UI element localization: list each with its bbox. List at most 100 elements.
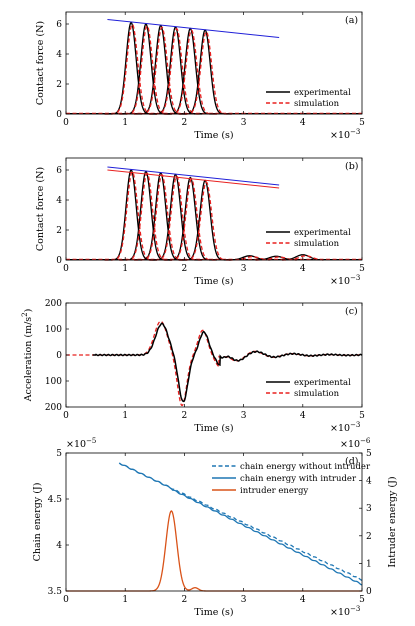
panel-c-x-axis-label: Time (s) bbox=[194, 423, 233, 434]
panel-a-x-exponent: ×10−3 bbox=[330, 128, 360, 141]
experimental-acceleration-line bbox=[92, 322, 363, 403]
y-tick-label: 6 bbox=[56, 166, 62, 176]
x-tick-label: 3 bbox=[241, 264, 247, 274]
panel-d-right-exponent: ×10−6 bbox=[340, 437, 371, 450]
panel-a-legend-experimental: experimental bbox=[294, 88, 351, 98]
panel-c-y-axis-label: Acceleration (m/s2) bbox=[21, 309, 34, 403]
y-tick-label: 100 bbox=[45, 377, 62, 387]
panel-a-y-axis-label: Contact force (N) bbox=[35, 21, 46, 105]
panel-b-legend-experimental: experimental bbox=[294, 228, 351, 238]
x-tick-label: 5 bbox=[359, 595, 365, 605]
y-tick-label: 2 bbox=[56, 80, 62, 90]
experimental-pulse-3 bbox=[134, 24, 188, 115]
panel-d-x-exponent: ×10−3 bbox=[330, 605, 360, 618]
chain-energy-with-intruder-line bbox=[118, 462, 363, 586]
panel-c-legend-experimental: experimental bbox=[294, 378, 351, 388]
y-tick-label: 0 bbox=[366, 587, 372, 597]
panel-b-label: (b) bbox=[345, 161, 359, 172]
panel-a: 0 1 2 3 4 5 0 2 4 6 (a) Time (s) Contact force (… bbox=[35, 11, 365, 141]
x-tick-label: 4 bbox=[300, 264, 306, 274]
panel-b: 0 1 2 3 4 5 0 2 4 6 (b) Time (s) Contact force (… bbox=[35, 157, 365, 287]
x-tick-label: 4 bbox=[300, 595, 306, 605]
x-tick-label: 0 bbox=[63, 118, 69, 128]
y-tick-label: 3.5 bbox=[48, 587, 63, 597]
y-tick-label: 0 bbox=[56, 351, 62, 361]
envelope-line-1 bbox=[107, 19, 280, 38]
y-tick-label: 5 bbox=[366, 449, 372, 459]
y-tick-label: 200 bbox=[45, 403, 62, 413]
x-tick-label: 2 bbox=[182, 264, 188, 274]
y-tick-label: 3 bbox=[366, 504, 372, 514]
panel-a-legend-simulation: simulation bbox=[294, 99, 340, 109]
panel-b-x-ticks: 0 1 2 3 4 5 bbox=[63, 158, 365, 274]
panel-b-y-ticks: 0 2 4 6 bbox=[56, 166, 69, 266]
panel-d-left-y-axis-label: Chain energy (J) bbox=[32, 483, 43, 562]
x-tick-label: 4 bbox=[300, 411, 306, 421]
panel-a-legend: experimental simulation bbox=[266, 88, 351, 109]
panel-d-left-y-ticks: 3.5 4 4.5 5 bbox=[48, 449, 69, 597]
panel-d-legend-without-intruder: chain energy without intruder bbox=[240, 462, 371, 472]
panel-d-right-y-ticks: 0 1 2 3 4 5 bbox=[359, 449, 372, 597]
panel-d-legend-with-intruder: chain energy with intruder bbox=[240, 474, 357, 484]
y-tick-label: 4 bbox=[366, 477, 372, 487]
x-tick-label: 3 bbox=[241, 118, 247, 128]
x-tick-label: 0 bbox=[63, 411, 69, 421]
panel-b-legend-simulation: simulation bbox=[294, 239, 340, 249]
x-tick-label: 4 bbox=[300, 118, 306, 128]
x-tick-label: 3 bbox=[241, 595, 247, 605]
panel-a-label: (a) bbox=[345, 15, 358, 26]
x-tick-label: 0 bbox=[63, 264, 69, 274]
x-tick-label: 1 bbox=[122, 118, 128, 128]
x-tick-label: 5 bbox=[359, 118, 365, 128]
panel-c-label: (c) bbox=[345, 306, 358, 317]
x-tick-label: 1 bbox=[122, 411, 128, 421]
y-tick-label: 4 bbox=[56, 541, 62, 551]
panel-a-y-ticks: 0 2 4 6 bbox=[56, 20, 69, 120]
panel-d-legend: chain energy without intruder chain ener… bbox=[212, 462, 371, 496]
panel-a-x-axis-label: Time (s) bbox=[194, 130, 233, 141]
panel-c-x-exponent: ×10−3 bbox=[330, 421, 360, 434]
panel-c-x-ticks: 0 1 2 3 4 5 bbox=[63, 303, 365, 421]
panel-d-x-axis-label: Time (s) bbox=[194, 607, 233, 618]
panel-d-label: (d) bbox=[345, 456, 359, 467]
x-tick-label: 5 bbox=[359, 264, 365, 274]
panel-d-legend-intruder: intruder energy bbox=[240, 486, 308, 496]
x-tick-label: 5 bbox=[359, 411, 365, 421]
y-tick-label: 4 bbox=[56, 196, 62, 206]
envelope-line-1 bbox=[107, 166, 280, 186]
panel-b-legend: experimental simulation bbox=[266, 228, 351, 249]
y-tick-label: 0 bbox=[56, 256, 62, 266]
y-tick-label: 100 bbox=[45, 325, 62, 335]
panel-b-y-axis-label: Contact force (N) bbox=[35, 167, 46, 251]
panel-d-left-exponent: ×10−5 bbox=[66, 437, 96, 450]
panel-c: 0 1 2 3 4 5 200 100 0 100 200 (c) Time (s) Accele… bbox=[21, 299, 365, 434]
x-tick-label: 1 bbox=[122, 264, 128, 274]
intruder-energy-line bbox=[66, 510, 362, 592]
y-tick-label: 4.5 bbox=[48, 495, 63, 505]
panel-d-right-y-axis-label: Intruder energy (J) bbox=[387, 476, 398, 567]
panel-c-legend: experimental simulation bbox=[266, 378, 351, 399]
panel-b-x-axis-label: Time (s) bbox=[194, 276, 233, 287]
experimental-pulse-4 bbox=[148, 173, 203, 261]
y-tick-label: 0 bbox=[56, 110, 62, 120]
panel-c-plot-area bbox=[66, 320, 363, 407]
x-tick-label: 2 bbox=[182, 411, 188, 421]
y-tick-label: 200 bbox=[45, 299, 62, 309]
panel-c-y-ticks: 200 100 0 100 200 bbox=[45, 299, 69, 413]
panel-a-x-ticks: 0 1 2 3 4 5 bbox=[63, 12, 365, 128]
panel-d: 0 1 2 3 4 5 3.5 4 4.5 5 0 1 2 3 4 5 (d) Time (s) Chai… bbox=[32, 437, 398, 618]
x-tick-label: 2 bbox=[182, 595, 188, 605]
x-tick-label: 0 bbox=[63, 595, 69, 605]
x-tick-label: 2 bbox=[182, 118, 188, 128]
panel-d-axes-frame bbox=[65, 452, 363, 592]
panel-b-axes-frame bbox=[65, 157, 363, 261]
y-tick-label: 2 bbox=[366, 532, 372, 542]
y-tick-label: 1 bbox=[366, 559, 372, 569]
x-tick-label: 3 bbox=[241, 411, 247, 421]
panel-a-axes-frame bbox=[65, 11, 363, 115]
panel-b-x-exponent: ×10−3 bbox=[330, 274, 360, 287]
envelope-line-2 bbox=[107, 169, 280, 189]
x-tick-label: 1 bbox=[122, 595, 128, 605]
y-tick-label: 6 bbox=[56, 20, 62, 30]
